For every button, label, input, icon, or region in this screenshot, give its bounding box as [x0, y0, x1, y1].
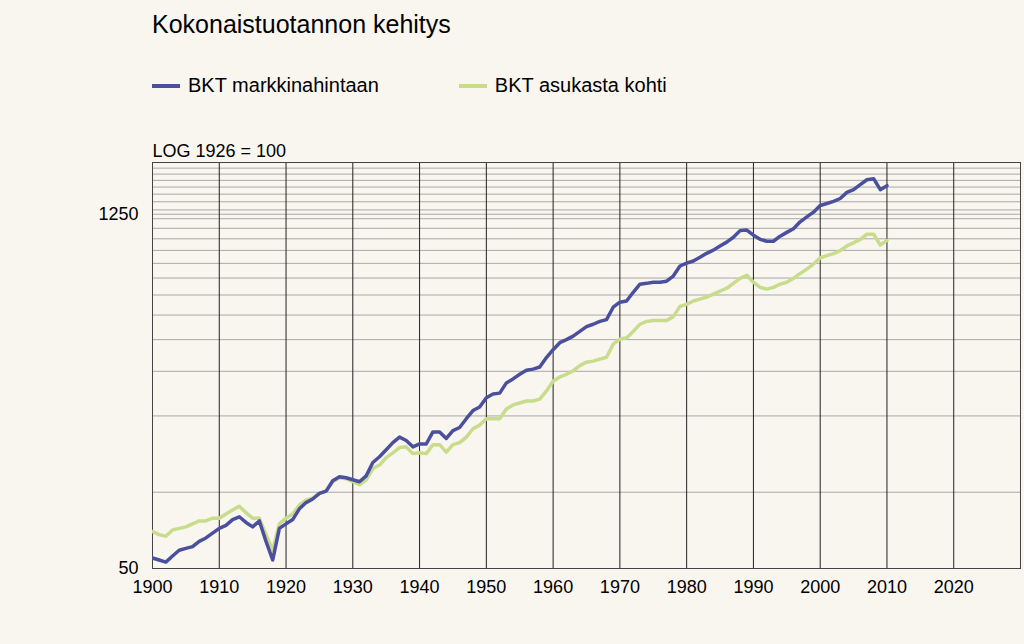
- svg-text:2020: 2020: [934, 577, 974, 597]
- svg-text:1250: 1250: [98, 204, 138, 224]
- svg-text:2000: 2000: [800, 577, 840, 597]
- svg-text:2010: 2010: [867, 577, 907, 597]
- svg-text:1940: 1940: [400, 577, 440, 597]
- svg-text:1970: 1970: [600, 577, 640, 597]
- svg-text:1920: 1920: [266, 577, 306, 597]
- html-text:Kokonaistuotannon kehitys: Kokonaistuotannon kehitys: [152, 10, 451, 38]
- svg-text:1910: 1910: [199, 577, 239, 597]
- svg-text:1960: 1960: [533, 577, 573, 597]
- svg-text:1980: 1980: [667, 577, 707, 597]
- html-text:BKT markkinahintaan: BKT markkinahintaan: [188, 74, 379, 96]
- svg-text:LOG 1926 = 100: LOG 1926 = 100: [153, 141, 287, 161]
- html-text:BKT asukasta kohti: BKT asukasta kohti: [494, 74, 667, 96]
- svg-text:1900: 1900: [132, 577, 172, 597]
- svg-text:50: 50: [118, 558, 138, 578]
- svg-text:1950: 1950: [466, 577, 506, 597]
- svg-text:1930: 1930: [333, 577, 373, 597]
- svg-text:1990: 1990: [733, 577, 773, 597]
